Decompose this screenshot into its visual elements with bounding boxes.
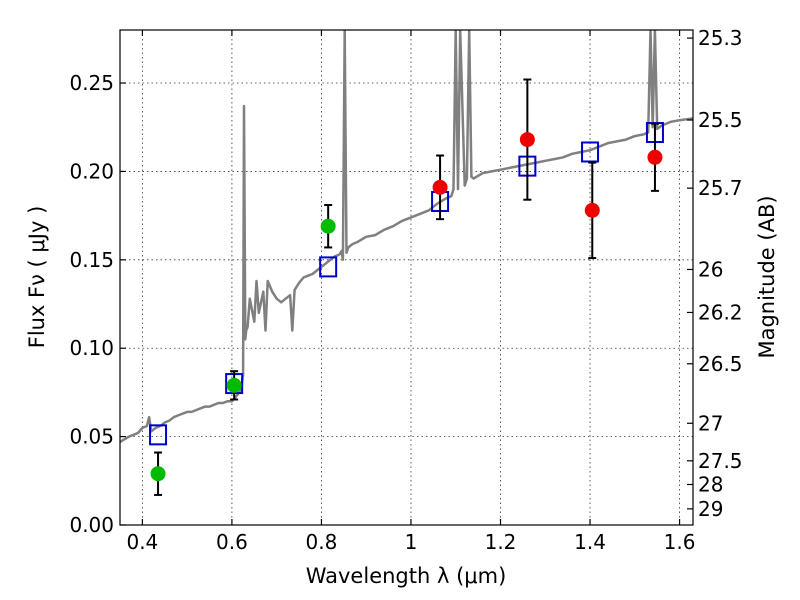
grid (120, 30, 693, 526)
model-square-marker (319, 256, 338, 278)
x-tick-label: 0.8 (306, 530, 338, 554)
observed-point (647, 149, 663, 165)
right-tick-label: 27.5 (698, 449, 743, 473)
y-tick-label: 0.25 (69, 71, 114, 95)
x-axis-label: Wavelength λ (μm) (306, 564, 507, 588)
x-tick-label: 1.6 (664, 530, 696, 554)
y-tick-label: 0.15 (69, 248, 114, 272)
x-tick-label: 0.6 (216, 530, 248, 554)
observed-point (432, 179, 448, 195)
plot-series (120, 30, 693, 443)
x-tick-label: 1.2 (485, 530, 517, 554)
x-tick-label: 1.4 (574, 530, 606, 554)
right-axis-label: Magnitude (AB) (755, 195, 779, 358)
model-square-marker (149, 424, 168, 446)
x-tick-label: 0.4 (126, 530, 158, 554)
markers (149, 78, 664, 496)
model-square-marker (581, 141, 600, 163)
right-tick-label: 25.5 (698, 108, 743, 132)
right-tick-label: 25.7 (698, 176, 743, 200)
observed-point (584, 202, 600, 218)
y-tick-label: 0.05 (69, 425, 114, 449)
y-axis-label: Flux Fν ( μJy ) (25, 206, 49, 349)
observed-point (519, 132, 535, 148)
y-tick-label: 0.10 (69, 336, 114, 360)
spectrum-line (120, 30, 693, 443)
observed-point (150, 466, 166, 482)
right-tick-label: 26.5 (698, 352, 743, 376)
right-tick-label: 25.3 (698, 26, 743, 50)
observed-point (320, 218, 336, 234)
x-tick-label: 1 (405, 530, 418, 554)
plot-frame (119, 29, 694, 526)
y-tick-label: 0.00 (69, 513, 114, 537)
right-tick-label: 28 (698, 473, 723, 497)
observed-point (226, 377, 242, 393)
axis-ticks: 0.4 0.6 0.8 1 1.2 1.4 1.6 0.00 0.05 0.10 0.15 0.20 0… (69, 26, 742, 554)
right-tick-label: 27 (698, 411, 723, 435)
right-tick-label: 26.2 (698, 300, 743, 324)
y-tick-label: 0.20 (69, 159, 114, 183)
right-tick-label: 29 (698, 497, 723, 521)
right-tick-label: 26 (698, 257, 723, 281)
